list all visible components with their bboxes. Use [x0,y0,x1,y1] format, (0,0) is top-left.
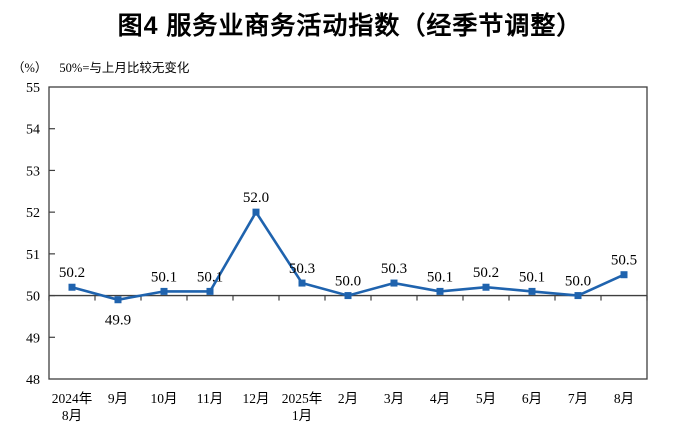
data-point-marker [528,287,536,295]
y-axis-tick-label: 55 [26,81,40,96]
data-point-label: 50.1 [519,269,545,285]
y-axis-unit-label: （%） [12,61,48,75]
data-point-marker [206,287,214,295]
y-axis-tick-label: 50 [26,290,40,305]
data-point-label: 50.0 [335,274,361,290]
data-point-label: 50.1 [151,269,177,285]
data-point-marker [114,296,122,304]
x-axis-tick-label: 8月 [62,408,82,423]
reference-note: 50%=与上月比较无变化 [59,61,190,75]
chart-title: 图4 服务业商务活动指数（经季节调整） [117,12,583,40]
x-axis-tick-label: 6月 [522,391,542,406]
x-axis-tick-label: 9月 [108,391,128,406]
data-point-marker [482,283,490,291]
y-axis-tick-label: 54 [26,123,40,138]
plot-frame [48,86,648,380]
x-axis-tick-label: 10月 [151,391,178,406]
x-axis-tick-label: 3月 [384,391,404,406]
data-point-label: 50.0 [565,274,591,290]
data-point-marker [68,283,76,291]
x-axis-tick-label: 2024年 [52,391,93,406]
data-point-marker [298,279,306,287]
x-axis-tick-label: 8月 [614,391,634,406]
data-point-marker [390,279,398,287]
y-axis-tick-label: 49 [26,331,40,346]
data-point-label: 50.5 [611,253,637,269]
data-point-marker [620,271,628,279]
x-axis-tick-label: 1月 [292,408,312,423]
x-axis-tick-label: 2月 [338,391,358,406]
data-point-label: 50.2 [59,265,85,281]
chart-subtitle: （%） 50%=与上月比较无变化 [12,57,189,76]
data-point-label: 52.0 [243,190,269,206]
data-point-label: 49.9 [105,313,131,329]
data-point-marker [252,208,260,216]
data-point-marker [344,292,352,300]
x-axis-tick-label: 5月 [476,391,496,406]
data-point-marker [574,292,582,300]
data-point-label: 50.1 [197,269,223,285]
data-point-label: 50.2 [473,265,499,281]
data-point-marker [160,287,168,295]
y-axis-tick-label: 51 [26,248,40,263]
data-point-label: 50.3 [289,261,315,277]
data-point-marker [436,287,444,295]
x-axis-tick-label: 2025年 [282,391,323,406]
data-point-label: 50.3 [381,261,407,277]
x-axis-tick-label: 7月 [568,391,588,406]
x-axis-tick-label: 11月 [197,391,224,406]
y-axis-tick-label: 52 [26,206,40,221]
data-point-label: 50.1 [427,269,453,285]
y-axis-tick-label: 53 [26,164,40,179]
x-axis-tick-label: 4月 [430,391,450,406]
x-axis-tick-label: 12月 [243,391,270,406]
y-axis-tick-label: 48 [26,373,40,388]
